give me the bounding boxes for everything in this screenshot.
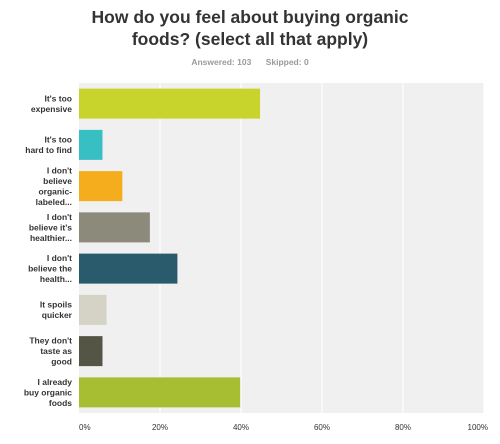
tick-label: 40% [233, 423, 249, 432]
category-label: I don't believe the health... [28, 253, 72, 284]
category-label: It spoils quicker [40, 300, 73, 321]
skipped-count: Skipped: 0 [265, 57, 309, 67]
tick-label: 20% [152, 423, 168, 432]
category-labels: It's too expensive It's too hard to find I d… [24, 93, 73, 408]
category-label: I already buy organic foods [24, 377, 72, 408]
tick-label: 100% [468, 423, 488, 432]
bar[interactable] [79, 212, 150, 243]
plot-background [79, 83, 484, 413]
category-label: I don't believe it's healthier... [29, 212, 72, 243]
bar[interactable] [79, 377, 241, 408]
chart-title-line-1: How do you feel about buying organic [91, 7, 409, 27]
category-label: I don't believe organic-labeled... [36, 165, 73, 207]
tick-label: 0% [79, 423, 91, 432]
tick-label: 80% [395, 423, 411, 432]
bar[interactable] [79, 88, 261, 119]
chart-title-line-2: foods? (select all that apply) [131, 29, 369, 49]
bar[interactable] [79, 129, 103, 160]
category-label: It's too expensive [31, 93, 72, 114]
category-label: It's too hard to find [25, 135, 72, 156]
response-stats: Answered: 103 Skipped: 0 [0, 57, 500, 67]
bar[interactable] [79, 294, 107, 325]
bar[interactable] [79, 171, 123, 202]
category-label: They don't taste as good [29, 336, 72, 367]
tick-label: 60% [314, 423, 330, 432]
x-axis-tick-labels: 0% 20% 40% 60% 80% 100% [79, 423, 488, 432]
bar[interactable] [79, 336, 103, 367]
bar[interactable] [79, 253, 178, 284]
gridlines [159, 83, 485, 413]
answered-count: Answered: 103 [191, 57, 252, 67]
chart-title: How do you feel about buying organic foo… [60, 6, 440, 50]
bars [79, 88, 261, 408]
